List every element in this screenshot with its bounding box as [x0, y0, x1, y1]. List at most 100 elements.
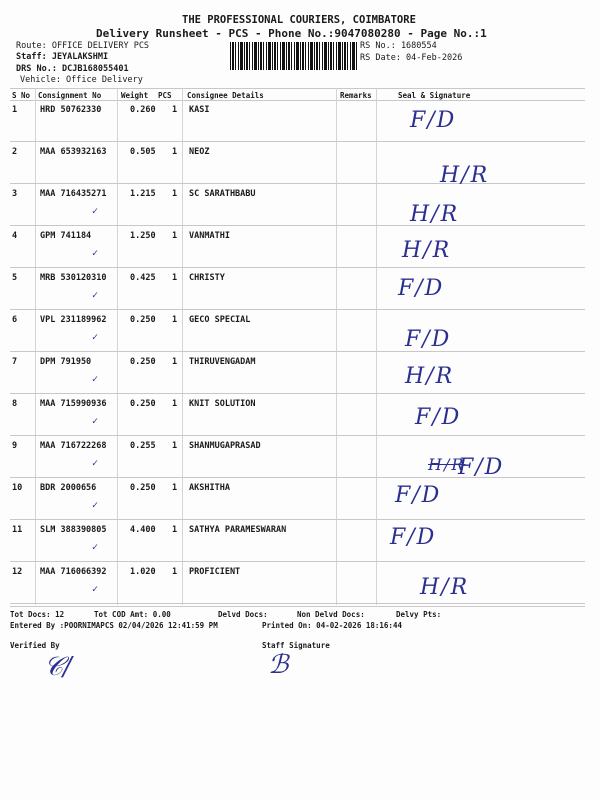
table-row: 9 MAA 716722268 0.255 1 SHANMUGAPRASAD ✓	[0, 436, 600, 478]
pcs-cell: 1	[172, 483, 178, 493]
seal-signature: F/D	[398, 276, 445, 301]
total-cod: Tot COD Amt: 0.00	[94, 610, 171, 619]
divider	[117, 88, 118, 605]
table-row: 11 SLM 388390805 4.400 1 SATHYA PARAMESWARAN…	[0, 520, 600, 562]
seal-signature: H/R	[405, 364, 455, 389]
col-pcs: PCS	[158, 91, 172, 100]
seal-signature: F/D	[390, 525, 437, 550]
seal-signature: H/R	[420, 575, 470, 600]
table-row: 7 DPM 791950 0.250 1 THIRUVENGADAM ✓	[0, 352, 600, 394]
runsheet-title: Delivery Runsheet - PCS - Phone No.:9047…	[96, 27, 487, 40]
row-divider	[10, 141, 585, 142]
consignee-cell: PROFICIENT	[189, 567, 241, 577]
total-docs: Tot Docs: 12	[10, 610, 65, 619]
verified-by-label: Verified By	[10, 641, 60, 650]
weight-cell: 1.250	[130, 231, 156, 241]
table-row: 8 MAA 715990936 0.250 1 KNIT SOLUTION ✓	[0, 394, 600, 436]
rs-date: RS Date: 04-Feb-2026	[360, 53, 463, 63]
row-divider	[10, 309, 585, 310]
col-sno: S No	[12, 91, 31, 100]
check-mark-icon: ✓	[92, 248, 99, 259]
staff-signature: ℬ	[268, 650, 289, 680]
pcs-cell: 1	[172, 105, 178, 115]
consignment-cell: DPM 791950	[40, 357, 92, 367]
consignee-cell: SC SARATHBABU	[189, 189, 256, 199]
barcode	[230, 42, 358, 70]
col-seal: Seal & Signature	[398, 91, 471, 100]
row-divider	[10, 393, 585, 394]
rs-number: RS No.: 1680554	[360, 41, 437, 51]
weight-cell: 4.400	[130, 525, 156, 535]
staff-signature-label: Staff Signature	[262, 641, 330, 650]
sno-cell: 1	[12, 105, 18, 115]
pcs-cell: 1	[172, 525, 178, 535]
row-divider	[10, 351, 585, 352]
consignee-cell: GECO SPECIAL	[189, 315, 251, 325]
consignee-cell: KNIT SOLUTION	[189, 399, 256, 409]
row-divider	[10, 225, 585, 226]
staff: Staff: JEYALAKSHMI	[16, 52, 109, 62]
consignee-cell: NEOZ	[189, 147, 210, 157]
row-divider	[10, 519, 585, 520]
seal-signature: F/D	[458, 455, 505, 480]
consignee-cell: SHANMUGAPRASAD	[189, 441, 261, 451]
col-consignment: Consignment No	[38, 91, 102, 100]
pcs-cell: 1	[172, 441, 178, 451]
pcs-cell: 1	[172, 231, 178, 241]
seal-signature: F/D	[415, 405, 462, 430]
consignment-cell: BDR 2000656	[40, 483, 97, 493]
row-divider	[10, 603, 585, 604]
consignment-cell: SLM 388390805	[40, 525, 107, 535]
table-row: 5 MRB 530120310 0.425 1 CHRISTY ✓	[0, 268, 600, 310]
sno-cell: 7	[12, 357, 18, 367]
weight-cell: 0.425	[130, 273, 156, 283]
check-mark-icon: ✓	[92, 500, 99, 511]
sno-cell: 12	[12, 567, 23, 577]
sno-cell: 9	[12, 441, 18, 451]
pcs-cell: 1	[172, 315, 178, 325]
weight-cell: 0.250	[130, 315, 156, 325]
table-row: 6 VPL 231189962 0.250 1 GECO SPECIAL ✓	[0, 310, 600, 352]
row-divider	[10, 183, 585, 184]
consignee-cell: KASI	[189, 105, 210, 115]
printed-on: Printed On: 04-02-2026 18:16:44	[262, 621, 402, 630]
delivered-docs: Delvd Docs:	[218, 610, 268, 619]
sno-cell: 6	[12, 315, 18, 325]
table-row: 10 BDR 2000656 0.250 1 AKSHITHA ✓	[0, 478, 600, 520]
row-divider	[10, 477, 585, 478]
check-mark-icon: ✓	[92, 584, 99, 595]
table-row: 12 MAA 716066392 1.020 1 PROFICIENT ✓	[0, 562, 600, 604]
check-mark-icon: ✓	[92, 542, 99, 553]
sno-cell: 4	[12, 231, 18, 241]
consignee-cell: THIRUVENGADAM	[189, 357, 256, 367]
divider	[336, 88, 337, 605]
check-mark-icon: ✓	[92, 374, 99, 385]
pcs-cell: 1	[172, 273, 178, 283]
sno-cell: 10	[12, 483, 23, 493]
row-divider	[10, 267, 585, 268]
pcs-cell: 1	[172, 567, 178, 577]
consignee-cell: VANMATHI	[189, 231, 230, 241]
consignment-cell: MAA 653932163	[40, 147, 107, 157]
weight-cell: 0.250	[130, 357, 156, 367]
divider	[10, 100, 585, 101]
weight-cell: 0.255	[130, 441, 156, 451]
company-name: THE PROFESSIONAL COURIERS, COIMBATORE	[182, 14, 416, 26]
drs-number: DRS No.: DCJB168055401	[16, 64, 129, 74]
delivery-points: Delvy Pts:	[396, 610, 442, 619]
table-row: 1 HRD 50762330 0.260 1 KASI	[0, 100, 600, 142]
vehicle: Vehicle: Office Delivery	[20, 75, 143, 85]
seal-signature: H/R	[410, 202, 460, 227]
verifier-signature: 𝒞∕	[44, 652, 72, 682]
col-remarks: Remarks	[340, 91, 372, 100]
seal-signature: F/D	[410, 108, 457, 133]
weight-cell: 0.250	[130, 483, 156, 493]
weight-cell: 1.215	[130, 189, 156, 199]
sno-cell: 2	[12, 147, 18, 157]
sno-cell: 5	[12, 273, 18, 283]
consignee-cell: CHRISTY	[189, 273, 225, 283]
consignment-cell: MAA 716722268	[40, 441, 107, 451]
seal-signature: H/R	[440, 163, 490, 188]
non-delivered-docs: Non Delvd Docs:	[297, 610, 365, 619]
